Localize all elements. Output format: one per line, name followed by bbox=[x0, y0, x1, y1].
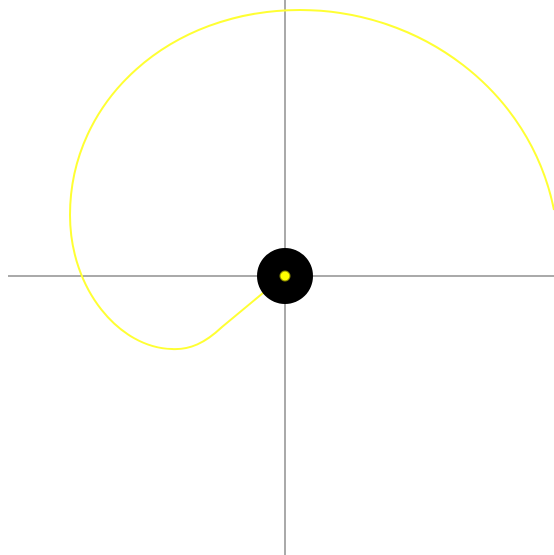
trajectory bbox=[68, 8, 554, 351]
orbiting-body bbox=[279, 270, 291, 282]
